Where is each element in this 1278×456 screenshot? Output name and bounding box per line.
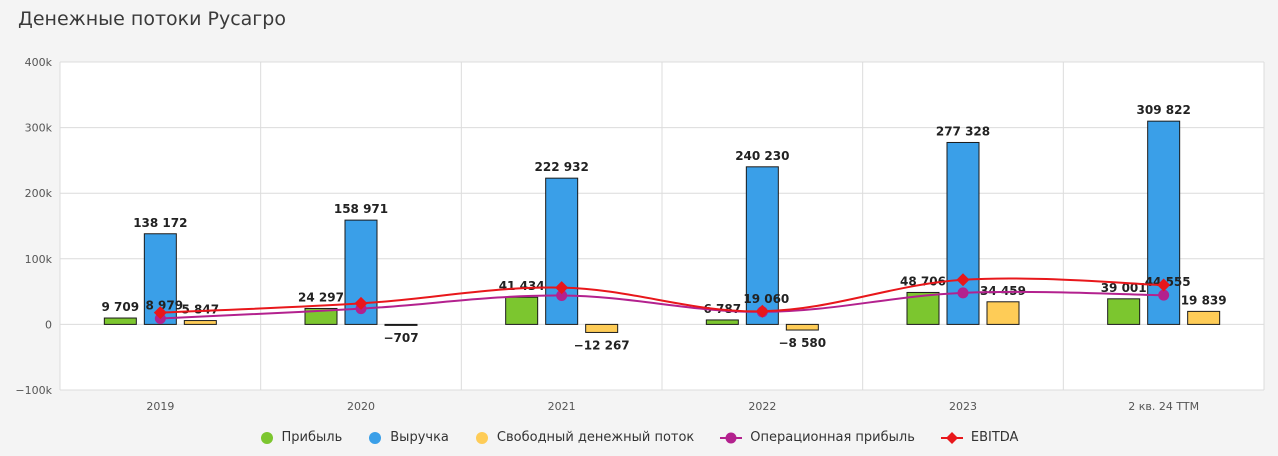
bar <box>1107 298 1141 325</box>
bar <box>585 323 619 333</box>
line-data-label: 19 060 <box>743 292 789 306</box>
series-line <box>160 290 1164 320</box>
legend-label: Выручка <box>390 430 449 445</box>
x-tick-label: 2021 <box>548 400 576 413</box>
legend-label: EBITDA <box>970 430 1019 445</box>
bar <box>906 291 940 325</box>
bar <box>103 317 137 325</box>
y-tick-label: 400k <box>25 56 53 69</box>
bar <box>143 233 177 325</box>
bar-data-label: −707 <box>383 331 418 345</box>
bar-data-label: 41 434 <box>499 279 545 293</box>
bar-data-label: 19 839 <box>1181 293 1227 307</box>
x-tick-label: 2019 <box>146 400 174 413</box>
bar-data-label: 138 172 <box>133 216 187 230</box>
line-point <box>1157 278 1171 292</box>
line-point <box>153 306 167 320</box>
bar-data-label: −12 267 <box>574 338 630 352</box>
bar-data-label: 9 709 <box>102 300 140 314</box>
x-tick-label: 2022 <box>748 400 776 413</box>
chart-legend: Прибыль Выручка Свободный денежный поток Оп… <box>0 430 1278 445</box>
legend-item[interactable]: Операционная прибыль <box>720 430 915 445</box>
chart-title: Денежные потоки Русагро <box>18 8 286 30</box>
y-tick-label: 200k <box>25 187 53 200</box>
bar-data-label: −8 580 <box>779 336 827 350</box>
legend-marker-icon <box>940 431 963 445</box>
y-tick-label: −100k <box>15 384 52 397</box>
line-point <box>956 273 970 287</box>
line-point <box>957 287 969 299</box>
y-tick-label: 0 <box>45 318 52 331</box>
line-point <box>1158 289 1170 301</box>
bar-data-label: 24 297 <box>298 290 344 304</box>
series-line <box>160 277 1164 314</box>
bar <box>986 301 1020 325</box>
y-tick-label: 100k <box>25 253 53 266</box>
line-point <box>555 281 569 295</box>
bar-data-label: 309 822 <box>1137 103 1191 117</box>
legend-marker-icon <box>260 431 274 445</box>
bar <box>745 166 779 325</box>
legend-item[interactable]: EBITDA <box>940 430 1019 445</box>
line-data-label: 8 979 <box>146 299 184 313</box>
y-tick-label: 300k <box>25 122 53 135</box>
legend-marker-icon <box>475 431 489 445</box>
bar <box>785 323 819 331</box>
legend-item[interactable]: Прибыль <box>260 430 343 445</box>
bar <box>1187 310 1221 325</box>
bar <box>705 319 739 325</box>
legend-marker-icon <box>368 431 382 445</box>
legend-label: Прибыль <box>281 430 343 445</box>
bar-data-label: 240 230 <box>735 149 789 163</box>
legend-label: Свободный денежный поток <box>496 430 695 445</box>
chart-plot: −100k 0 100k 200k 300k 400k 2019 2020 2021 2022 20… <box>15 56 1265 413</box>
bar-data-label: 34 459 <box>980 284 1026 298</box>
bar <box>304 307 338 325</box>
legend-label: Операционная прибыль <box>750 430 915 445</box>
bar-data-label: 5 847 <box>182 303 220 317</box>
line-point <box>755 304 769 318</box>
bar-data-label: 222 932 <box>535 160 589 174</box>
legend-item[interactable]: Выручка <box>368 430 449 445</box>
bar <box>183 320 217 325</box>
bar-data-label: 48 706 <box>900 274 946 288</box>
line-point <box>556 290 568 302</box>
bar <box>505 296 539 325</box>
bar-data-label: 158 971 <box>334 202 388 216</box>
bar-data-label: 277 328 <box>936 124 990 138</box>
bar <box>545 177 579 325</box>
x-tick-label: 2023 <box>949 400 977 413</box>
x-tick-label: 2020 <box>347 400 375 413</box>
legend-item[interactable]: Свободный денежный поток <box>475 430 694 445</box>
line-point <box>354 296 368 310</box>
legend-marker-icon <box>720 431 743 445</box>
bar <box>384 323 418 326</box>
x-tick-label: 2 кв. 24 TTM <box>1128 400 1199 413</box>
